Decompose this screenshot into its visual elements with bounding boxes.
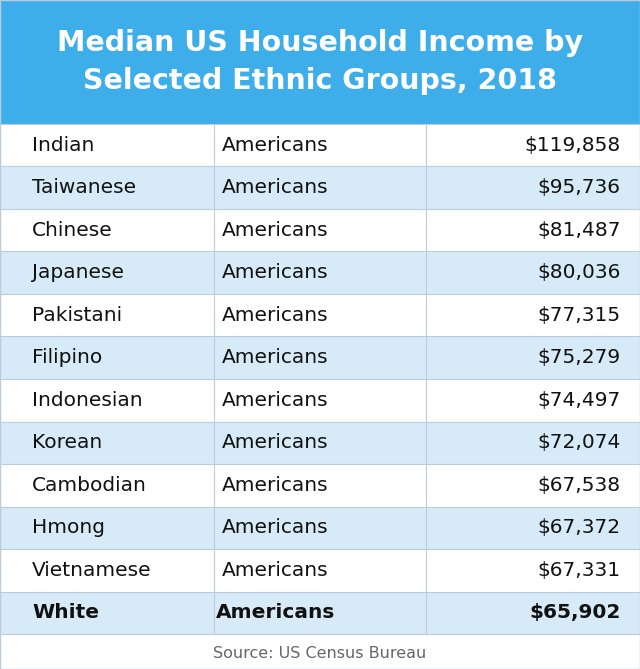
Text: Selected Ethnic Groups, 2018: Selected Ethnic Groups, 2018: [83, 67, 557, 94]
Text: Americans: Americans: [222, 306, 328, 324]
Text: Source: US Census Bureau: Source: US Census Bureau: [213, 646, 427, 661]
Text: $65,902: $65,902: [529, 603, 621, 622]
Text: $72,074: $72,074: [538, 434, 621, 452]
Text: Indian: Indian: [32, 136, 94, 155]
FancyBboxPatch shape: [0, 209, 640, 252]
Text: $119,858: $119,858: [525, 136, 621, 155]
Text: Americans: Americans: [222, 476, 328, 495]
Text: $95,736: $95,736: [538, 178, 621, 197]
Text: Americans: Americans: [222, 221, 328, 240]
Text: Cambodian: Cambodian: [32, 476, 147, 495]
Text: Indonesian: Indonesian: [32, 391, 143, 409]
Text: Median US Household Income by: Median US Household Income by: [57, 29, 583, 57]
Text: $74,497: $74,497: [538, 391, 621, 409]
Text: White: White: [32, 603, 99, 622]
Text: Chinese: Chinese: [32, 221, 113, 240]
FancyBboxPatch shape: [0, 591, 640, 634]
FancyBboxPatch shape: [0, 167, 640, 209]
Text: $67,538: $67,538: [538, 476, 621, 495]
Text: Japanese: Japanese: [32, 263, 124, 282]
Text: Americans: Americans: [222, 518, 328, 537]
FancyBboxPatch shape: [0, 379, 640, 421]
FancyBboxPatch shape: [0, 337, 640, 379]
Text: Americans: Americans: [216, 603, 335, 622]
Text: $67,372: $67,372: [538, 518, 621, 537]
Text: Americans: Americans: [222, 391, 328, 409]
Text: Hmong: Hmong: [32, 518, 105, 537]
Text: Filipino: Filipino: [32, 349, 102, 367]
FancyBboxPatch shape: [0, 252, 640, 294]
Text: Pakistani: Pakistani: [32, 306, 122, 324]
FancyBboxPatch shape: [0, 124, 640, 167]
Text: Korean: Korean: [32, 434, 102, 452]
Text: $77,315: $77,315: [538, 306, 621, 324]
Text: Americans: Americans: [222, 263, 328, 282]
FancyBboxPatch shape: [0, 294, 640, 337]
Text: Vietnamese: Vietnamese: [32, 561, 152, 580]
FancyBboxPatch shape: [0, 506, 640, 549]
Text: $67,331: $67,331: [538, 561, 621, 580]
FancyBboxPatch shape: [0, 0, 640, 124]
Text: Americans: Americans: [222, 434, 328, 452]
Text: $81,487: $81,487: [538, 221, 621, 240]
Text: $80,036: $80,036: [538, 263, 621, 282]
Text: Americans: Americans: [222, 178, 328, 197]
Text: Taiwanese: Taiwanese: [32, 178, 136, 197]
FancyBboxPatch shape: [0, 421, 640, 464]
FancyBboxPatch shape: [0, 549, 640, 591]
Text: Americans: Americans: [222, 349, 328, 367]
Text: $75,279: $75,279: [538, 349, 621, 367]
Text: Americans: Americans: [222, 136, 328, 155]
FancyBboxPatch shape: [0, 464, 640, 506]
Text: Americans: Americans: [222, 561, 328, 580]
